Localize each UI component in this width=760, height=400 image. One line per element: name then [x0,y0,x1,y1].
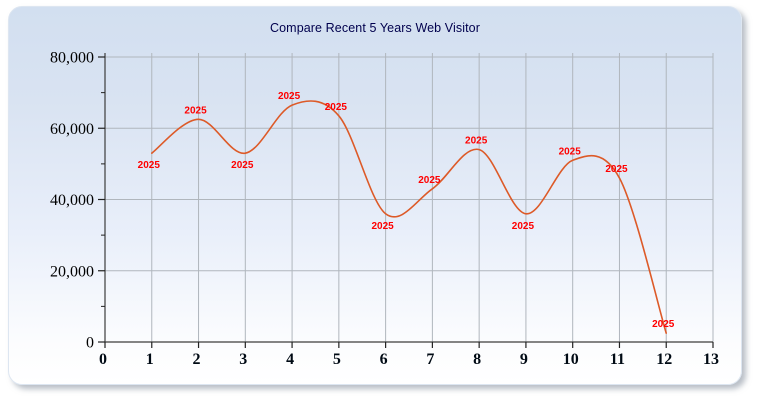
x-axis-tick-label: 7 [426,351,434,368]
chart-title: Compare Recent 5 Years Web Visitor [270,21,480,35]
x-axis-tick-label: 3 [239,351,247,368]
x-axis-tick-label: 12 [656,351,672,368]
point-label: 2025 [512,221,535,232]
point-label: 2025 [418,175,441,186]
x-axis-tick-label: 0 [99,351,107,368]
x-axis-tick-label: 4 [286,351,294,368]
y-axis-tick-label: 40,000 [50,192,94,209]
x-axis-tick-label: 9 [520,351,528,368]
y-axis-tick-label: 20,000 [50,263,94,280]
x-axis-tick-label: 6 [380,351,388,368]
point-label: 2025 [184,105,207,116]
point-label: 2025 [231,160,254,171]
x-axis-tick-label: 1 [146,351,154,368]
x-axis-tick-label: 8 [473,351,481,368]
point-label: 2025 [371,221,394,232]
x-axis-tick-label: 13 [703,351,719,368]
point-label: 2025 [605,164,628,175]
x-axis-tick-label: 11 [610,351,625,368]
y-axis-tick-label: 80,000 [50,50,94,67]
point-label: 2025 [465,136,488,147]
x-axis-tick-label: 10 [563,351,579,368]
y-axis-tick-label: 60,000 [50,121,94,138]
point-label: 2025 [278,91,301,102]
point-label: 2025 [559,146,582,157]
point-label: 2025 [325,102,348,113]
point-label: 2025 [652,319,675,330]
series-curve [151,100,667,334]
x-axis-tick-label: 5 [333,351,341,368]
y-axis-tick-label: 0 [86,335,94,352]
point-label: 2025 [138,160,161,171]
x-axis-tick-label: 2 [193,351,201,368]
